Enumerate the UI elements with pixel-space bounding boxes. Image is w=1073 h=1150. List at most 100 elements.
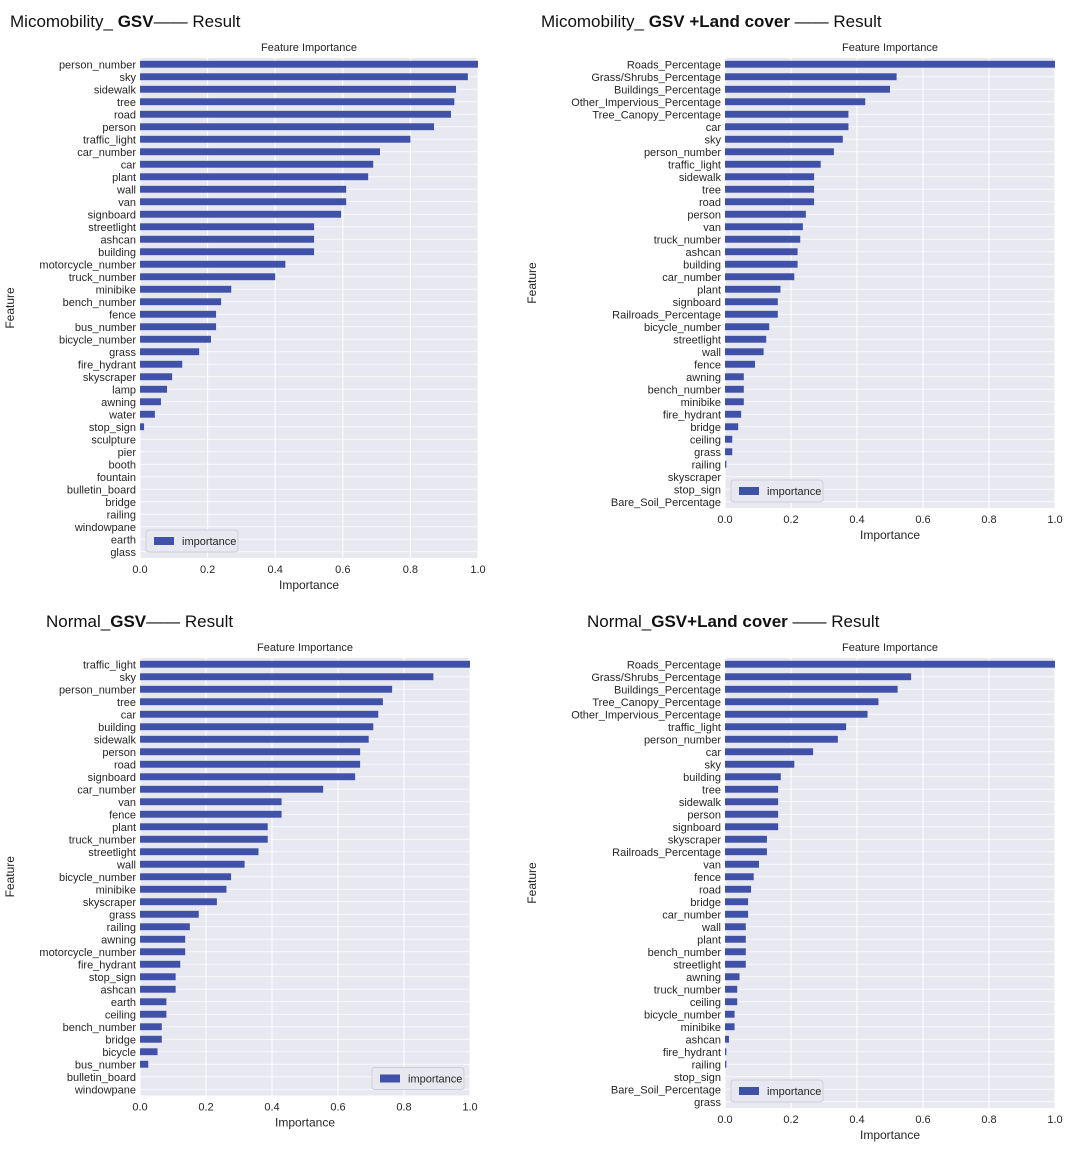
bar-traffic-light bbox=[725, 160, 821, 168]
y-tick-label: signboard bbox=[88, 209, 136, 221]
heading-prefix: Normal_ bbox=[587, 612, 652, 631]
bar-truck-number bbox=[725, 235, 801, 243]
y-tick-label: bicycle_number bbox=[59, 334, 136, 346]
bar-truck-number bbox=[725, 985, 738, 993]
bar-car bbox=[725, 748, 814, 756]
bar-awning bbox=[140, 398, 161, 406]
x-tick-label: 1.0 bbox=[1047, 514, 1062, 526]
y-tick-label: Railroads_Percentage bbox=[612, 309, 721, 321]
bar-van bbox=[140, 198, 347, 206]
bar-bridge bbox=[725, 423, 739, 431]
y-tick-label: railing bbox=[107, 509, 136, 521]
y-tick-label: ashcan bbox=[686, 1034, 721, 1046]
bar-sky bbox=[140, 73, 468, 81]
bar-roads-percentage bbox=[725, 660, 1055, 668]
y-tick-label: car_number bbox=[662, 909, 721, 921]
y-tick-label: sculpture bbox=[91, 434, 136, 446]
x-axis-label: Importance bbox=[860, 528, 920, 542]
y-tick-label: streetlight bbox=[673, 334, 721, 346]
bar-lamp bbox=[140, 385, 168, 393]
y-tick-label: Other_Impervious_Percentage bbox=[571, 709, 721, 721]
bar-traffic-light bbox=[725, 723, 847, 731]
x-tick-label: 0.8 bbox=[981, 514, 996, 526]
x-tick-label: 0.2 bbox=[783, 1114, 798, 1126]
y-tick-label: Roads_Percentage bbox=[627, 659, 721, 671]
y-tick-label: bench_number bbox=[648, 384, 722, 396]
bar-bench-number bbox=[140, 298, 222, 306]
y-tick-label: tree bbox=[117, 97, 136, 109]
y-tick-label: Other_Impervious_Percentage bbox=[571, 97, 721, 109]
y-tick-label: building bbox=[98, 247, 136, 259]
bar-plant bbox=[140, 173, 369, 181]
legend-swatch bbox=[739, 487, 759, 495]
y-tick-label: wall bbox=[116, 184, 136, 196]
heading-prefix: Micomobility_ bbox=[10, 12, 118, 31]
heading-suffix: —— Result bbox=[789, 12, 882, 31]
bar-grass-shrubs-percentage bbox=[725, 73, 897, 81]
y-tick-label: earth bbox=[111, 534, 136, 546]
bar-signboard bbox=[725, 298, 778, 306]
bar-van bbox=[725, 223, 803, 231]
y-tick-label: bus_number bbox=[75, 322, 136, 334]
y-tick-label: bicycle_number bbox=[644, 322, 721, 334]
heading-micomobility-gsv: Micomobility_ GSV—— Result bbox=[10, 12, 241, 32]
y-tick-label: bicycle_number bbox=[644, 1009, 721, 1021]
y-tick-label: minibike bbox=[681, 1022, 721, 1034]
y-tick-label: traffic_light bbox=[668, 722, 721, 734]
heading-suffix: —— Result bbox=[787, 612, 880, 631]
bar-motorcycle-number bbox=[140, 260, 286, 268]
y-tick-label: road bbox=[114, 109, 136, 121]
x-tick-label: 1.0 bbox=[1047, 1114, 1062, 1126]
y-tick-label: pier bbox=[118, 447, 137, 459]
bar-wall bbox=[725, 348, 764, 356]
bar-bench-number bbox=[725, 948, 746, 956]
y-axis-label: Feature bbox=[3, 287, 17, 329]
x-tick-label: 0.8 bbox=[981, 1114, 996, 1126]
y-tick-label: Railroads_Percentage bbox=[612, 847, 721, 859]
x-axis-label: Importance bbox=[860, 1128, 920, 1142]
y-tick-label: streetlight bbox=[88, 222, 136, 234]
bar-bicycle-number bbox=[725, 1010, 735, 1018]
legend-swatch bbox=[739, 1087, 759, 1095]
bar-fire-hydrant bbox=[725, 410, 742, 418]
bar-grass bbox=[725, 448, 733, 456]
bar-ceiling bbox=[725, 435, 733, 443]
y-tick-label: car bbox=[706, 122, 722, 134]
bar-minibike bbox=[725, 398, 744, 406]
x-tick-label: 0.0 bbox=[717, 1114, 732, 1126]
y-tick-label: sidewalk bbox=[679, 172, 722, 184]
y-tick-label: bench_number bbox=[63, 297, 137, 309]
y-tick-label: fire_hydrant bbox=[663, 409, 721, 421]
y-tick-label: person_number bbox=[644, 734, 721, 746]
legend-box bbox=[145, 529, 239, 553]
y-tick-label: stop_sign bbox=[674, 484, 721, 496]
y-tick-label: water bbox=[108, 409, 136, 421]
heading-bold: GSV bbox=[110, 612, 147, 631]
y-tick-label: awning bbox=[686, 972, 721, 984]
heading-suffix: —— Result bbox=[146, 612, 234, 631]
bar-sky bbox=[725, 760, 795, 768]
y-tick-label: windowpane bbox=[74, 522, 136, 534]
y-tick-label: fence bbox=[694, 359, 721, 371]
bar-sidewalk bbox=[140, 85, 457, 93]
y-tick-label: sidewalk bbox=[679, 797, 722, 809]
bar-fence bbox=[725, 360, 756, 368]
bar-car-number bbox=[725, 273, 795, 281]
y-tick-label: grass bbox=[109, 347, 136, 359]
bar-car bbox=[140, 160, 374, 168]
bar-grass bbox=[140, 348, 200, 356]
bar-railroads-percentage bbox=[725, 848, 767, 856]
y-tick-label: ashcan bbox=[101, 234, 136, 246]
legend-swatch bbox=[154, 537, 174, 545]
y-tick-label: awning bbox=[101, 397, 136, 409]
x-tick-label: 0.6 bbox=[915, 514, 930, 526]
bar-awning bbox=[725, 973, 740, 981]
x-tick-label: 0.6 bbox=[335, 564, 350, 576]
bar-minibike bbox=[140, 285, 232, 293]
bar-fire-hydrant bbox=[140, 360, 183, 368]
y-tick-label: traffic_light bbox=[83, 659, 136, 671]
y-tick-label: fence bbox=[109, 309, 136, 321]
bar-streetlight bbox=[725, 960, 746, 968]
y-tick-label: ceiling bbox=[690, 997, 721, 1009]
